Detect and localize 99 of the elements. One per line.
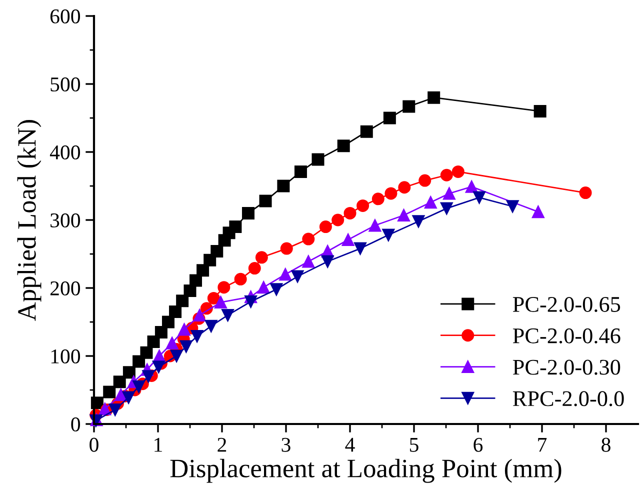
point bbox=[166, 336, 178, 350]
point bbox=[277, 180, 290, 192]
y-tick-label: 600 bbox=[50, 9, 80, 24]
point bbox=[506, 200, 519, 213]
point bbox=[180, 340, 192, 353]
legend-label: PC-2.0-0.46 bbox=[512, 328, 620, 344]
point bbox=[132, 380, 146, 393]
point bbox=[152, 360, 165, 374]
x-tick-label: 2 bbox=[218, 438, 226, 452]
point bbox=[142, 370, 155, 383]
point bbox=[270, 283, 283, 296]
point bbox=[360, 125, 373, 138]
y-tick-label: 300 bbox=[50, 213, 80, 228]
x-tick-label: 7 bbox=[538, 438, 547, 452]
point bbox=[302, 232, 315, 246]
point bbox=[418, 174, 432, 187]
point bbox=[382, 228, 395, 242]
point bbox=[372, 192, 384, 206]
point bbox=[190, 274, 202, 287]
x-tick-label: 4 bbox=[345, 438, 355, 452]
point bbox=[302, 255, 315, 268]
point bbox=[452, 165, 464, 178]
point bbox=[210, 245, 224, 258]
x-axis-title: Displacement at Loading Point (mm) bbox=[170, 458, 562, 483]
point bbox=[184, 284, 196, 297]
x-tick-label: 0 bbox=[90, 438, 98, 452]
point bbox=[368, 219, 382, 232]
point bbox=[319, 220, 332, 234]
point bbox=[222, 308, 234, 322]
point bbox=[384, 187, 398, 200]
point bbox=[344, 206, 356, 220]
point bbox=[356, 199, 370, 212]
legend-label: PC-2.0-0.30 bbox=[512, 360, 620, 375]
point bbox=[190, 330, 204, 343]
point bbox=[259, 194, 272, 208]
point bbox=[214, 296, 227, 309]
point bbox=[532, 206, 544, 218]
y-axis-title: Applied Load (kN) bbox=[17, 120, 42, 321]
point bbox=[342, 233, 354, 246]
legend-label: RPC-2.0-0.0 bbox=[512, 391, 624, 406]
point bbox=[332, 214, 344, 226]
point bbox=[122, 391, 135, 404]
x-tick-label: 1 bbox=[154, 438, 162, 452]
point bbox=[113, 376, 126, 388]
point bbox=[229, 220, 242, 234]
point bbox=[294, 165, 307, 178]
point bbox=[248, 262, 261, 275]
point bbox=[196, 264, 210, 277]
point bbox=[257, 281, 270, 294]
point bbox=[337, 140, 350, 152]
point bbox=[218, 281, 230, 294]
point bbox=[383, 112, 396, 124]
x-tick-label: 8 bbox=[602, 438, 610, 452]
point bbox=[312, 153, 324, 166]
point bbox=[204, 320, 218, 332]
point bbox=[108, 403, 122, 416]
point bbox=[103, 386, 116, 398]
point bbox=[244, 295, 258, 308]
point bbox=[122, 366, 136, 379]
point bbox=[398, 208, 410, 222]
point bbox=[176, 294, 189, 308]
point bbox=[147, 335, 160, 348]
point bbox=[279, 268, 292, 281]
y-tick-label: 500 bbox=[50, 77, 80, 92]
point bbox=[169, 306, 182, 318]
point bbox=[442, 187, 456, 200]
point bbox=[428, 91, 440, 104]
x-tick-label: 5 bbox=[410, 438, 418, 452]
point bbox=[321, 255, 334, 268]
y-tick-label: 400 bbox=[50, 145, 80, 160]
point bbox=[234, 272, 247, 286]
point bbox=[242, 206, 254, 220]
point bbox=[207, 292, 220, 304]
x-tick-label: 6 bbox=[474, 438, 483, 452]
point bbox=[170, 350, 183, 362]
point bbox=[154, 326, 168, 338]
point bbox=[193, 308, 206, 322]
y-tick-label: 0 bbox=[71, 417, 80, 432]
point bbox=[412, 215, 425, 228]
point bbox=[424, 196, 437, 209]
y-tick-label: 100 bbox=[51, 349, 80, 364]
point bbox=[473, 191, 486, 204]
point bbox=[579, 186, 592, 200]
point bbox=[255, 251, 268, 264]
point bbox=[162, 316, 174, 328]
point bbox=[291, 270, 304, 283]
point bbox=[534, 104, 546, 118]
point bbox=[440, 202, 453, 215]
point bbox=[440, 168, 453, 182]
y-tick-label: 200 bbox=[50, 281, 80, 296]
point bbox=[465, 180, 478, 193]
point bbox=[402, 100, 416, 113]
x-tick-label: 3 bbox=[282, 438, 290, 452]
point bbox=[178, 323, 190, 336]
point bbox=[398, 181, 411, 194]
point bbox=[280, 242, 293, 255]
legend-label: PC-2.0-0.65 bbox=[512, 296, 620, 312]
point bbox=[140, 346, 153, 359]
point bbox=[354, 242, 366, 255]
